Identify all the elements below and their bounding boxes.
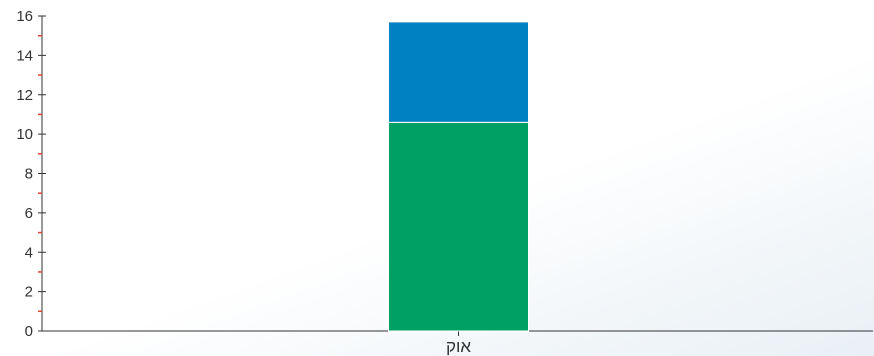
y-tick-label: 6 <box>25 205 33 222</box>
x-axis: אוק <box>42 330 873 356</box>
bar-segment <box>388 121 529 332</box>
y-tick-label: 16 <box>16 8 33 25</box>
y-tick-label: 4 <box>25 244 33 261</box>
y-tick-label: 0 <box>25 323 33 340</box>
x-tick-label: אוק <box>446 337 471 356</box>
y-tick-label: 2 <box>25 284 33 301</box>
bars <box>388 21 529 332</box>
y-tick-label: 14 <box>16 47 33 64</box>
y-axis: 0 2 4 6 8 10 12 14 16 <box>16 8 46 340</box>
y-tick-label: 8 <box>25 166 33 183</box>
y-tick-label: 10 <box>16 126 33 143</box>
bar-segment <box>388 21 529 123</box>
y-tick-label: 12 <box>16 87 33 104</box>
